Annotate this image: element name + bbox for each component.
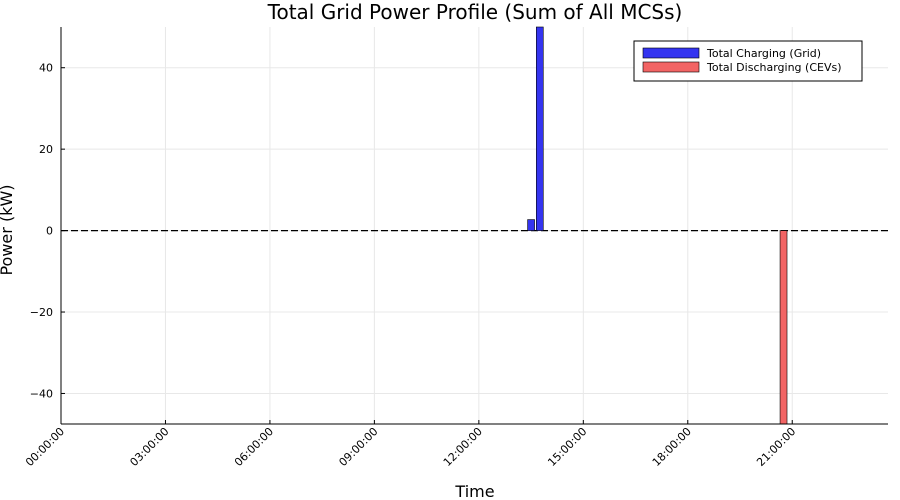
legend: Total Charging (Grid) Total Discharging … — [633, 40, 863, 82]
x-tick-label: 09:00:00 — [336, 425, 380, 469]
x-axis-label: Time — [454, 482, 494, 500]
legend-label-charging: Total Charging (Grid) — [706, 47, 821, 60]
y-tick-label: 0 — [46, 225, 53, 238]
legend-box — [633, 40, 863, 82]
bars-layer — [527, 26, 788, 425]
x-tick-label: 21:00:00 — [754, 425, 798, 469]
y-axis-label: Power (kW) — [0, 184, 16, 275]
x-tick-label: 15:00:00 — [545, 425, 589, 469]
legend-swatch-charging — [642, 47, 700, 59]
y-tick-label: 20 — [39, 143, 53, 156]
x-ticks: 00:00:00 03:00:00 06:00:00 09:00:00 12:00:00… — [23, 420, 798, 469]
x-tick-label: 00:00:00 — [23, 425, 67, 469]
x-tick-label: 06:00:00 — [232, 425, 276, 469]
charging-bar — [527, 219, 535, 231]
y-tick-label: −20 — [30, 306, 53, 319]
charging-bar — [536, 26, 544, 231]
x-tick-label: 18:00:00 — [650, 425, 694, 469]
x-tick-label: 12:00:00 — [441, 425, 485, 469]
chart-title: Total Grid Power Profile (Sum of All MCS… — [267, 0, 683, 24]
x-tick-label: 03:00:00 — [127, 425, 171, 469]
grid — [60, 27, 888, 424]
y-ticks: 40 20 0 −20 −40 — [30, 62, 65, 400]
legend-label-discharging: Total Discharging (CEVs) — [706, 61, 842, 74]
y-tick-label: 40 — [39, 62, 53, 75]
discharging-bar — [779, 230, 788, 425]
plot-frame — [60, 27, 888, 425]
legend-swatch-discharging — [642, 61, 700, 73]
y-tick-label: −40 — [30, 387, 53, 400]
